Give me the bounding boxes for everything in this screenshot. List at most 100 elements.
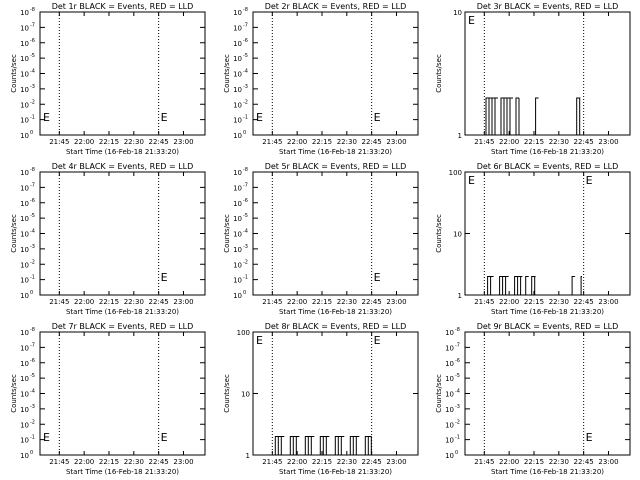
x-tick-label: 23:00	[598, 298, 618, 306]
y-tick-label: 10	[233, 132, 242, 140]
y-tick-exponent: -8	[243, 167, 248, 173]
y-tick-label: 10	[233, 86, 242, 94]
y-tick-exponent: -1	[30, 115, 35, 121]
y-tick-exponent: -1	[243, 115, 248, 121]
y-tick-exponent: -3	[243, 244, 248, 250]
x-axis-label: Start Time (16-Feb-18 21:33:20)	[491, 468, 604, 476]
y-tick-label: 10	[20, 86, 29, 94]
plot-frame	[464, 331, 631, 456]
y-tick-label: 10	[233, 71, 242, 79]
x-axis-label: Start Time (16-Feb-18 21:33:20)	[66, 148, 179, 156]
y-axis-label: Counts/sec	[223, 214, 231, 253]
annotation-e: E	[374, 334, 381, 347]
plot-title: Det 6r BLACK = Events, RED = LLD	[477, 162, 619, 171]
x-tick-label: 22:30	[549, 298, 569, 306]
y-tick-label: 10	[20, 200, 29, 208]
y-tick-exponent: -5	[30, 213, 35, 219]
plot-title: Det 8r BLACK = Events, RED = LLD	[265, 322, 407, 331]
y-tick-label: 10	[20, 344, 29, 352]
annotation-e: E	[468, 14, 475, 27]
y-tick-label: 10	[233, 40, 242, 48]
plot-title: Det 5r BLACK = Events, RED = LLD	[265, 162, 407, 171]
y-axis-label: Counts/sec	[435, 214, 443, 253]
x-tick-label: 22:45	[574, 458, 594, 466]
x-tick-label: 22:15	[99, 458, 119, 466]
x-tick-label: 22:15	[312, 298, 332, 306]
y-tick-label: 10	[233, 246, 242, 254]
y-tick-label: 10	[20, 9, 29, 17]
x-tick-label: 22:30	[549, 138, 569, 146]
plot-frame	[464, 11, 631, 136]
x-tick-label: 22:15	[524, 298, 544, 306]
y-tick-label: 10	[445, 437, 454, 445]
x-tick-label: 22:45	[362, 458, 382, 466]
y-tick-label: 10	[445, 452, 454, 460]
y-tick-label: 10	[20, 24, 29, 32]
x-tick-label: 22:00	[499, 298, 519, 306]
y-tick-exponent: -6	[30, 198, 35, 204]
y-tick-exponent: -7	[30, 342, 35, 348]
y-tick-exponent: -6	[243, 38, 248, 44]
y-tick-label: 10	[233, 200, 242, 208]
y-tick-label: 1	[458, 292, 462, 300]
x-axis-label: Start Time (16-Feb-18 21:33:20)	[66, 468, 179, 476]
y-tick-label: 10	[233, 292, 242, 300]
y-tick-exponent: -4	[30, 69, 35, 75]
y-tick-label: 10	[20, 117, 29, 125]
plot-title: Det 2r BLACK = Events, RED = LLD	[265, 2, 407, 11]
y-tick-label: 10	[20, 391, 29, 399]
y-tick-label: 10	[445, 391, 454, 399]
plot-title: Det 4r BLACK = Events, RED = LLD	[52, 162, 194, 171]
plot-frame	[39, 171, 206, 296]
y-tick-exponent: -6	[455, 358, 460, 364]
x-tick-label: 21:45	[262, 458, 282, 466]
y-tick-label: 1	[246, 452, 250, 460]
y-tick-label: 10	[20, 40, 29, 48]
x-tick-label: 23:00	[598, 458, 618, 466]
x-tick-label: 22:15	[99, 138, 119, 146]
annotation-e: E	[256, 111, 263, 124]
annotation-e: E	[161, 271, 168, 284]
y-tick-exponent: -8	[30, 327, 35, 333]
y-tick-label: 10	[445, 406, 454, 414]
y-tick-exponent: -3	[30, 404, 35, 410]
x-axis-label: Start Time (16-Feb-18 21:33:20)	[66, 308, 179, 316]
annotation-e: E	[586, 174, 593, 187]
y-axis-label: Counts/sec	[223, 54, 231, 93]
y-tick-exponent: -4	[30, 229, 35, 235]
det-6r-plot: Det 6r BLACK = Events, RED = LLD 1 10 100 21…	[435, 162, 631, 316]
y-tick-exponent: -4	[455, 389, 460, 395]
x-tick-label: 22:30	[337, 138, 357, 146]
y-tick-label: 10	[233, 117, 242, 125]
x-tick-label: 22:30	[337, 458, 357, 466]
x-tick-label: 22:15	[524, 458, 544, 466]
x-tick-label: 22:00	[74, 138, 94, 146]
y-tick-label: 10	[233, 169, 242, 177]
y-tick-label: 10	[445, 329, 454, 337]
y-tick-exponent: -7	[455, 342, 460, 348]
events-series	[576, 97, 581, 135]
x-tick-label: 21:45	[49, 138, 69, 146]
x-tick-label: 22:30	[549, 458, 569, 466]
x-tick-label: 23:00	[173, 138, 193, 146]
x-tick-label: 21:45	[262, 138, 282, 146]
y-tick-label: 10	[20, 292, 29, 300]
y-tick-label: 10	[20, 132, 29, 140]
y-tick-label: 10	[20, 421, 29, 429]
annotation-e: E	[586, 431, 593, 444]
y-tick-label: 10	[233, 9, 242, 17]
annotation-e: E	[43, 111, 50, 124]
plot-frame	[39, 331, 206, 456]
x-tick-label: 21:45	[49, 298, 69, 306]
x-tick-label: 22:45	[574, 138, 594, 146]
plot-frame	[252, 171, 419, 296]
x-tick-label: 23:00	[598, 138, 618, 146]
y-tick-exponent: -1	[455, 435, 460, 441]
y-tick-exponent: -6	[30, 38, 35, 44]
x-tick-label: 22:15	[99, 298, 119, 306]
y-tick-label: 10	[20, 246, 29, 254]
x-tick-label: 22:00	[287, 138, 307, 146]
x-tick-label: 21:45	[474, 298, 494, 306]
y-tick-label: 100	[237, 329, 250, 337]
